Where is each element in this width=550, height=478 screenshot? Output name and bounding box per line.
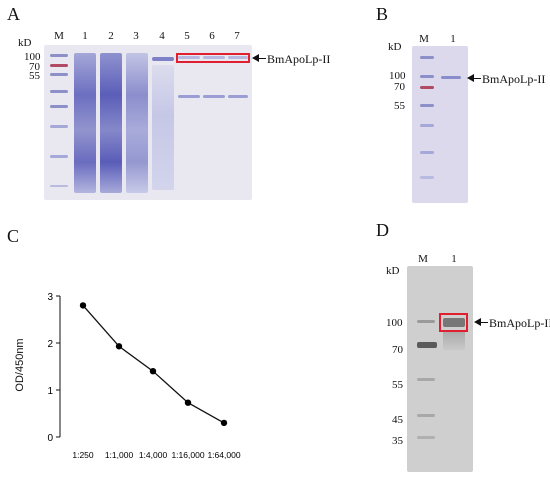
- panel-a-lane-4: 4: [159, 30, 165, 42]
- panel-a-arrow-icon: [252, 54, 259, 62]
- panel-b-letter: B: [376, 4, 389, 24]
- x-tick-label: 1:250: [72, 450, 94, 460]
- panel-b-protein-label: BmApoLp-II: [482, 72, 546, 86]
- panel-d-highlight-box: [439, 313, 468, 332]
- panel-a-letter: A: [7, 4, 20, 24]
- panel-b-kd-label: kD: [388, 41, 402, 53]
- data-point: [220, 419, 228, 427]
- od-titration-chart: OD/450nm 0 1 2 3 1:250 1:1,000 1:4,000 1:16,00…: [14, 292, 241, 460]
- panel-b-marker-100: 100: [389, 70, 406, 82]
- panel-b-lane-m: M: [419, 33, 429, 45]
- panel-c-letter: C: [7, 226, 20, 246]
- panel-a-arrow-line: [258, 58, 266, 59]
- panel-a-kd-label: kD: [18, 37, 32, 49]
- panel-b-arrow-line: [473, 78, 481, 79]
- panel-a-marker-70: 70: [29, 61, 40, 73]
- data-point: [184, 399, 192, 406]
- panel-a-gel: [44, 45, 252, 200]
- panel-a-protein-label: BmApoLp-II: [267, 52, 331, 66]
- x-tick-label: 1:64,000: [207, 450, 240, 460]
- panel-a-marker-55: 55: [29, 70, 40, 82]
- panel-a-lane-6: 6: [209, 30, 215, 42]
- panel-a-lane-7: 7: [234, 30, 240, 42]
- panel-b-gel: [412, 46, 468, 203]
- data-point: [149, 368, 157, 375]
- data-point: [115, 343, 123, 350]
- panel-d-lane-m: M: [418, 253, 428, 265]
- panel-b-marker-70: 70: [394, 81, 405, 93]
- panel-a-marker-100: 100: [24, 51, 41, 63]
- panel-d-arrow-icon: [474, 318, 481, 326]
- panel-b-lane-1: 1: [450, 33, 456, 45]
- panel-a-highlight-box: [176, 53, 250, 63]
- panel-b-marker-55: 55: [394, 100, 405, 112]
- panel-a-lane-2: 2: [108, 30, 114, 42]
- panel-d-letter: D: [376, 220, 389, 240]
- panel-d-arrow-line: [480, 322, 488, 323]
- panel-d-marker-55: 55: [392, 379, 403, 391]
- panel-a-lane-3: 3: [133, 30, 139, 42]
- panel-d-blot: [407, 266, 473, 472]
- y-tick-label: 0: [47, 433, 53, 444]
- panel-b-arrow-icon: [467, 74, 474, 82]
- y-tick-label: 3: [47, 292, 53, 303]
- y-tick-label: 2: [47, 339, 53, 350]
- panel-d-protein-label: BmApoLp-II: [489, 316, 550, 330]
- panel-a-lane-m: M: [54, 30, 64, 42]
- panel-d-lane-1: 1: [451, 253, 457, 265]
- panel-d-marker-45: 45: [392, 414, 403, 426]
- x-tick-label: 1:4,000: [139, 450, 168, 460]
- x-tick-label: 1:1,000: [105, 450, 134, 460]
- x-tick-label: 1:16,000: [171, 450, 204, 460]
- y-tick-label: 1: [47, 386, 53, 397]
- panel-d-marker-35: 35: [392, 435, 403, 447]
- y-axis-label: OD/450nm: [14, 338, 26, 391]
- panel-d-marker-70: 70: [392, 344, 403, 356]
- data-point: [79, 302, 87, 309]
- panel-d-kd-label: kD: [386, 265, 400, 277]
- panel-d-marker-100: 100: [386, 317, 403, 329]
- panel-a-lane-1: 1: [82, 30, 88, 42]
- series-line: [82, 304, 225, 424]
- panel-a-lane-5: 5: [184, 30, 190, 42]
